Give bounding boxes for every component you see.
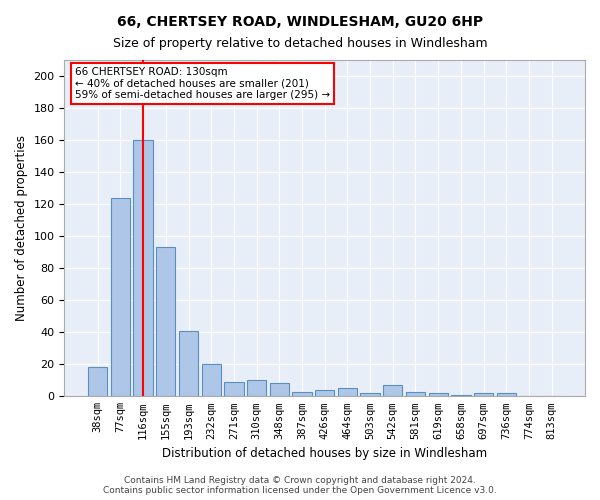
Bar xyxy=(179,330,198,396)
Bar xyxy=(202,364,221,396)
Bar xyxy=(338,388,357,396)
Y-axis label: Number of detached properties: Number of detached properties xyxy=(15,135,28,321)
Bar xyxy=(269,384,289,396)
Bar xyxy=(247,380,266,396)
Bar xyxy=(133,140,153,396)
Bar xyxy=(451,394,470,396)
Bar xyxy=(497,393,516,396)
Text: Size of property relative to detached houses in Windlesham: Size of property relative to detached ho… xyxy=(113,38,487,51)
Bar xyxy=(406,392,425,396)
Bar xyxy=(361,393,380,396)
Bar xyxy=(156,248,175,396)
Bar xyxy=(111,198,130,396)
Bar xyxy=(224,382,244,396)
X-axis label: Distribution of detached houses by size in Windlesham: Distribution of detached houses by size … xyxy=(162,447,487,460)
Text: 66, CHERTSEY ROAD, WINDLESHAM, GU20 6HP: 66, CHERTSEY ROAD, WINDLESHAM, GU20 6HP xyxy=(117,15,483,29)
Text: Contains HM Land Registry data © Crown copyright and database right 2024.
Contai: Contains HM Land Registry data © Crown c… xyxy=(103,476,497,495)
Bar xyxy=(88,368,107,396)
Bar xyxy=(383,385,403,396)
Bar xyxy=(428,393,448,396)
Bar xyxy=(315,390,334,396)
Bar xyxy=(474,393,493,396)
Text: 66 CHERTSEY ROAD: 130sqm
← 40% of detached houses are smaller (201)
59% of semi-: 66 CHERTSEY ROAD: 130sqm ← 40% of detach… xyxy=(75,66,330,100)
Bar xyxy=(292,392,311,396)
